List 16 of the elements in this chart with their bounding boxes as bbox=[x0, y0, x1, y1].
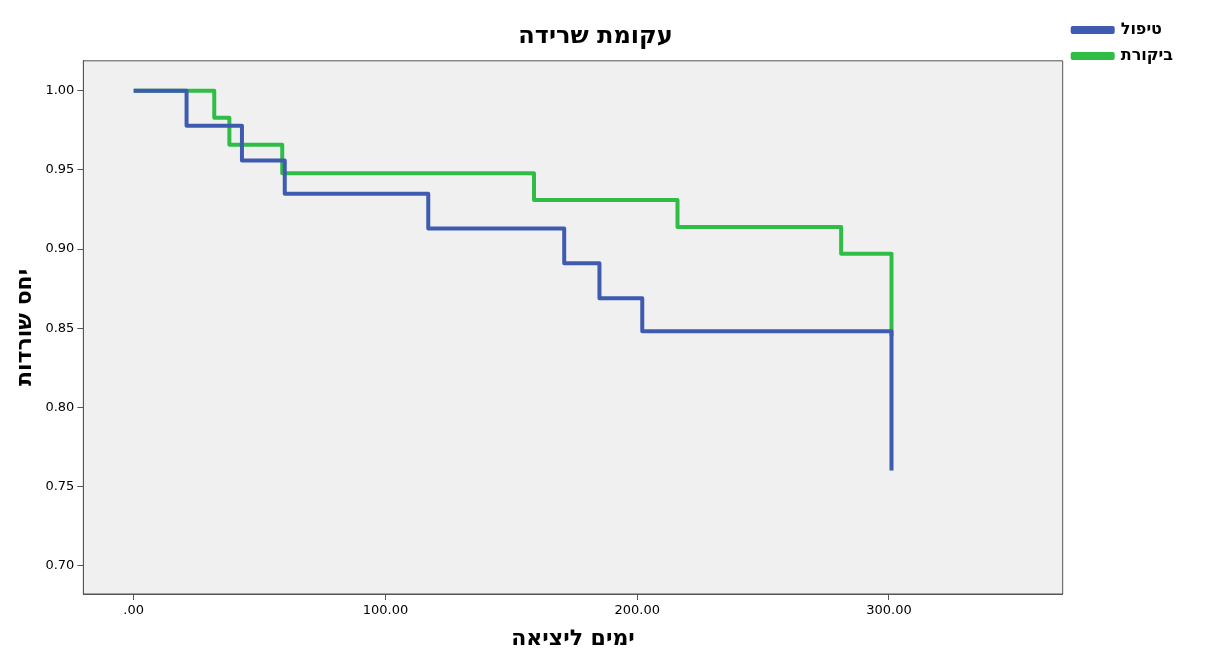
x-axis-title: ימים ליציאה bbox=[511, 624, 635, 650]
y-tick-label: 0.85 bbox=[45, 319, 75, 335]
chart-title: עקומת שרידה bbox=[518, 20, 673, 49]
y-tick-label: 0.75 bbox=[45, 477, 75, 493]
y-tick-label: 1.00 bbox=[45, 82, 75, 98]
legend-label: טיפול bbox=[1120, 19, 1162, 39]
y-tick-label: 0.70 bbox=[45, 556, 75, 572]
y-tick-label: 0.90 bbox=[45, 240, 75, 256]
x-tick-label: 200.00 bbox=[614, 602, 660, 618]
x-tick-label: .00 bbox=[123, 602, 145, 618]
y-tick-label: 0.80 bbox=[45, 398, 75, 414]
y-axis-title: יחס שורדות bbox=[10, 268, 36, 386]
legend-label: ביקורת bbox=[1120, 45, 1174, 65]
x-tick-label: 300.00 bbox=[866, 602, 912, 618]
x-tick-label: 100.00 bbox=[362, 602, 409, 618]
y-tick-label: 0.95 bbox=[45, 161, 75, 177]
